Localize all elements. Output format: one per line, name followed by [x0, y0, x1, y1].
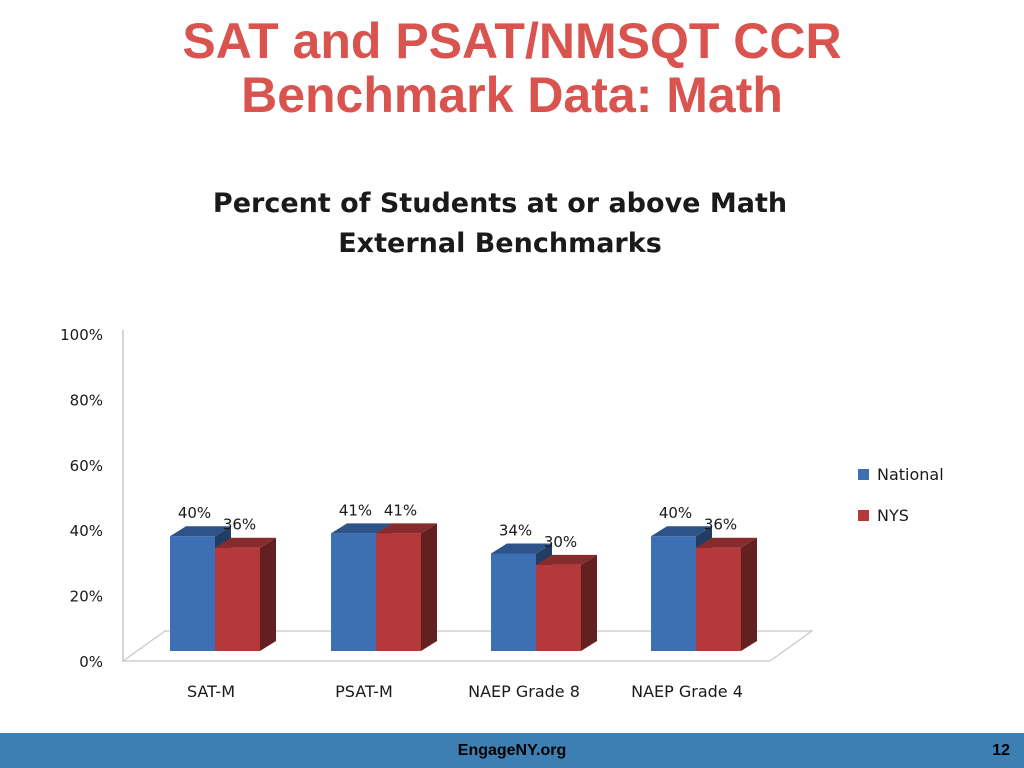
bar-chart: 0% 20% 40% 60% 80% 100% 40% 36% SAT-M 41% 41% PSAT-…: [60, 326, 944, 701]
y-tick-label: 0%: [79, 653, 103, 671]
y-tick-label: 20%: [70, 588, 103, 606]
bar-side-nys-2: [581, 554, 597, 651]
x-category-label: NAEP Grade 4: [631, 682, 743, 701]
bar-side-nys-0: [260, 537, 276, 651]
bar-national-3: [651, 536, 696, 651]
data-label: 36%: [704, 516, 737, 534]
bar-top-nys-1: [376, 523, 437, 534]
y-tick-label: 60%: [70, 457, 103, 475]
slide-title-line-1: SAT and PSAT/NMSQT CCR: [182, 13, 842, 69]
chart-title: Percent of Students at or above Math Ext…: [0, 184, 1000, 264]
chart-title-line-2: External Benchmarks: [338, 228, 662, 259]
bar-national-1: [331, 533, 376, 651]
chart-floor: [121, 630, 814, 662]
page-number: 12: [992, 742, 1010, 759]
bar-top-nys-0: [215, 537, 276, 548]
footer-site-link[interactable]: EngageNY.org: [457, 742, 567, 759]
y-tick-label: 40%: [70, 522, 103, 540]
bar-nys-0: [215, 547, 260, 651]
x-category-label: NAEP Grade 8: [468, 682, 580, 701]
data-label: 36%: [223, 516, 256, 534]
y-tick-label: 80%: [70, 391, 103, 409]
chart-title-line-1: Percent of Students at or above Math: [212, 188, 788, 219]
bar-national-2: [491, 553, 536, 651]
bar-top-national-2: [491, 543, 552, 554]
slide-title: SAT and PSAT/NMSQT CCR Benchmark Data: M…: [0, 14, 1024, 122]
y-tick-label: 100%: [60, 326, 103, 344]
x-category-label: SAT-M: [187, 682, 235, 701]
bar-top-nys-3: [696, 537, 757, 548]
bar-side-nys-3: [741, 537, 757, 651]
legend-label-national: National: [877, 465, 944, 484]
bar-nys-1: [376, 533, 421, 651]
legend-label-nys: NYS: [877, 506, 909, 525]
data-label: 40%: [659, 504, 692, 522]
bar-top-nys-2: [536, 554, 597, 565]
x-category-label: PSAT-M: [335, 682, 393, 701]
data-label: 40%: [178, 504, 211, 522]
data-label: 41%: [384, 501, 417, 519]
bar-top-national-1: [331, 523, 392, 534]
bar-nys-2: [536, 564, 581, 651]
slide-title-line-2: Benchmark Data: Math: [241, 67, 783, 123]
legend-swatch-national: [858, 469, 869, 480]
bar-nys-3: [696, 547, 741, 651]
bar-top-national-3: [651, 526, 712, 537]
legend-swatch-nys: [858, 510, 869, 521]
data-label: 34%: [499, 521, 532, 539]
bar-top-national-0: [170, 526, 231, 537]
data-label: 30%: [544, 533, 577, 551]
bar-side-nys-1: [421, 523, 437, 651]
footer-bar: EngageNY.org 12: [0, 733, 1024, 768]
data-label: 41%: [339, 501, 372, 519]
bar-national-0: [170, 536, 215, 651]
